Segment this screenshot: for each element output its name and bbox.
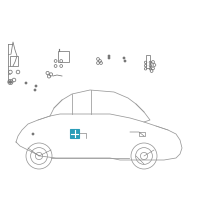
Circle shape	[34, 89, 36, 91]
Circle shape	[32, 133, 34, 135]
Bar	[10, 56, 18, 66]
Bar	[70, 129, 79, 138]
Circle shape	[9, 81, 12, 83]
Circle shape	[123, 57, 125, 59]
Circle shape	[108, 57, 110, 59]
Circle shape	[124, 60, 126, 62]
Circle shape	[108, 55, 110, 57]
Circle shape	[35, 85, 37, 87]
Bar	[139, 132, 145, 136]
Circle shape	[25, 82, 27, 84]
Bar	[146, 55, 150, 68]
Bar	[58, 51, 69, 62]
